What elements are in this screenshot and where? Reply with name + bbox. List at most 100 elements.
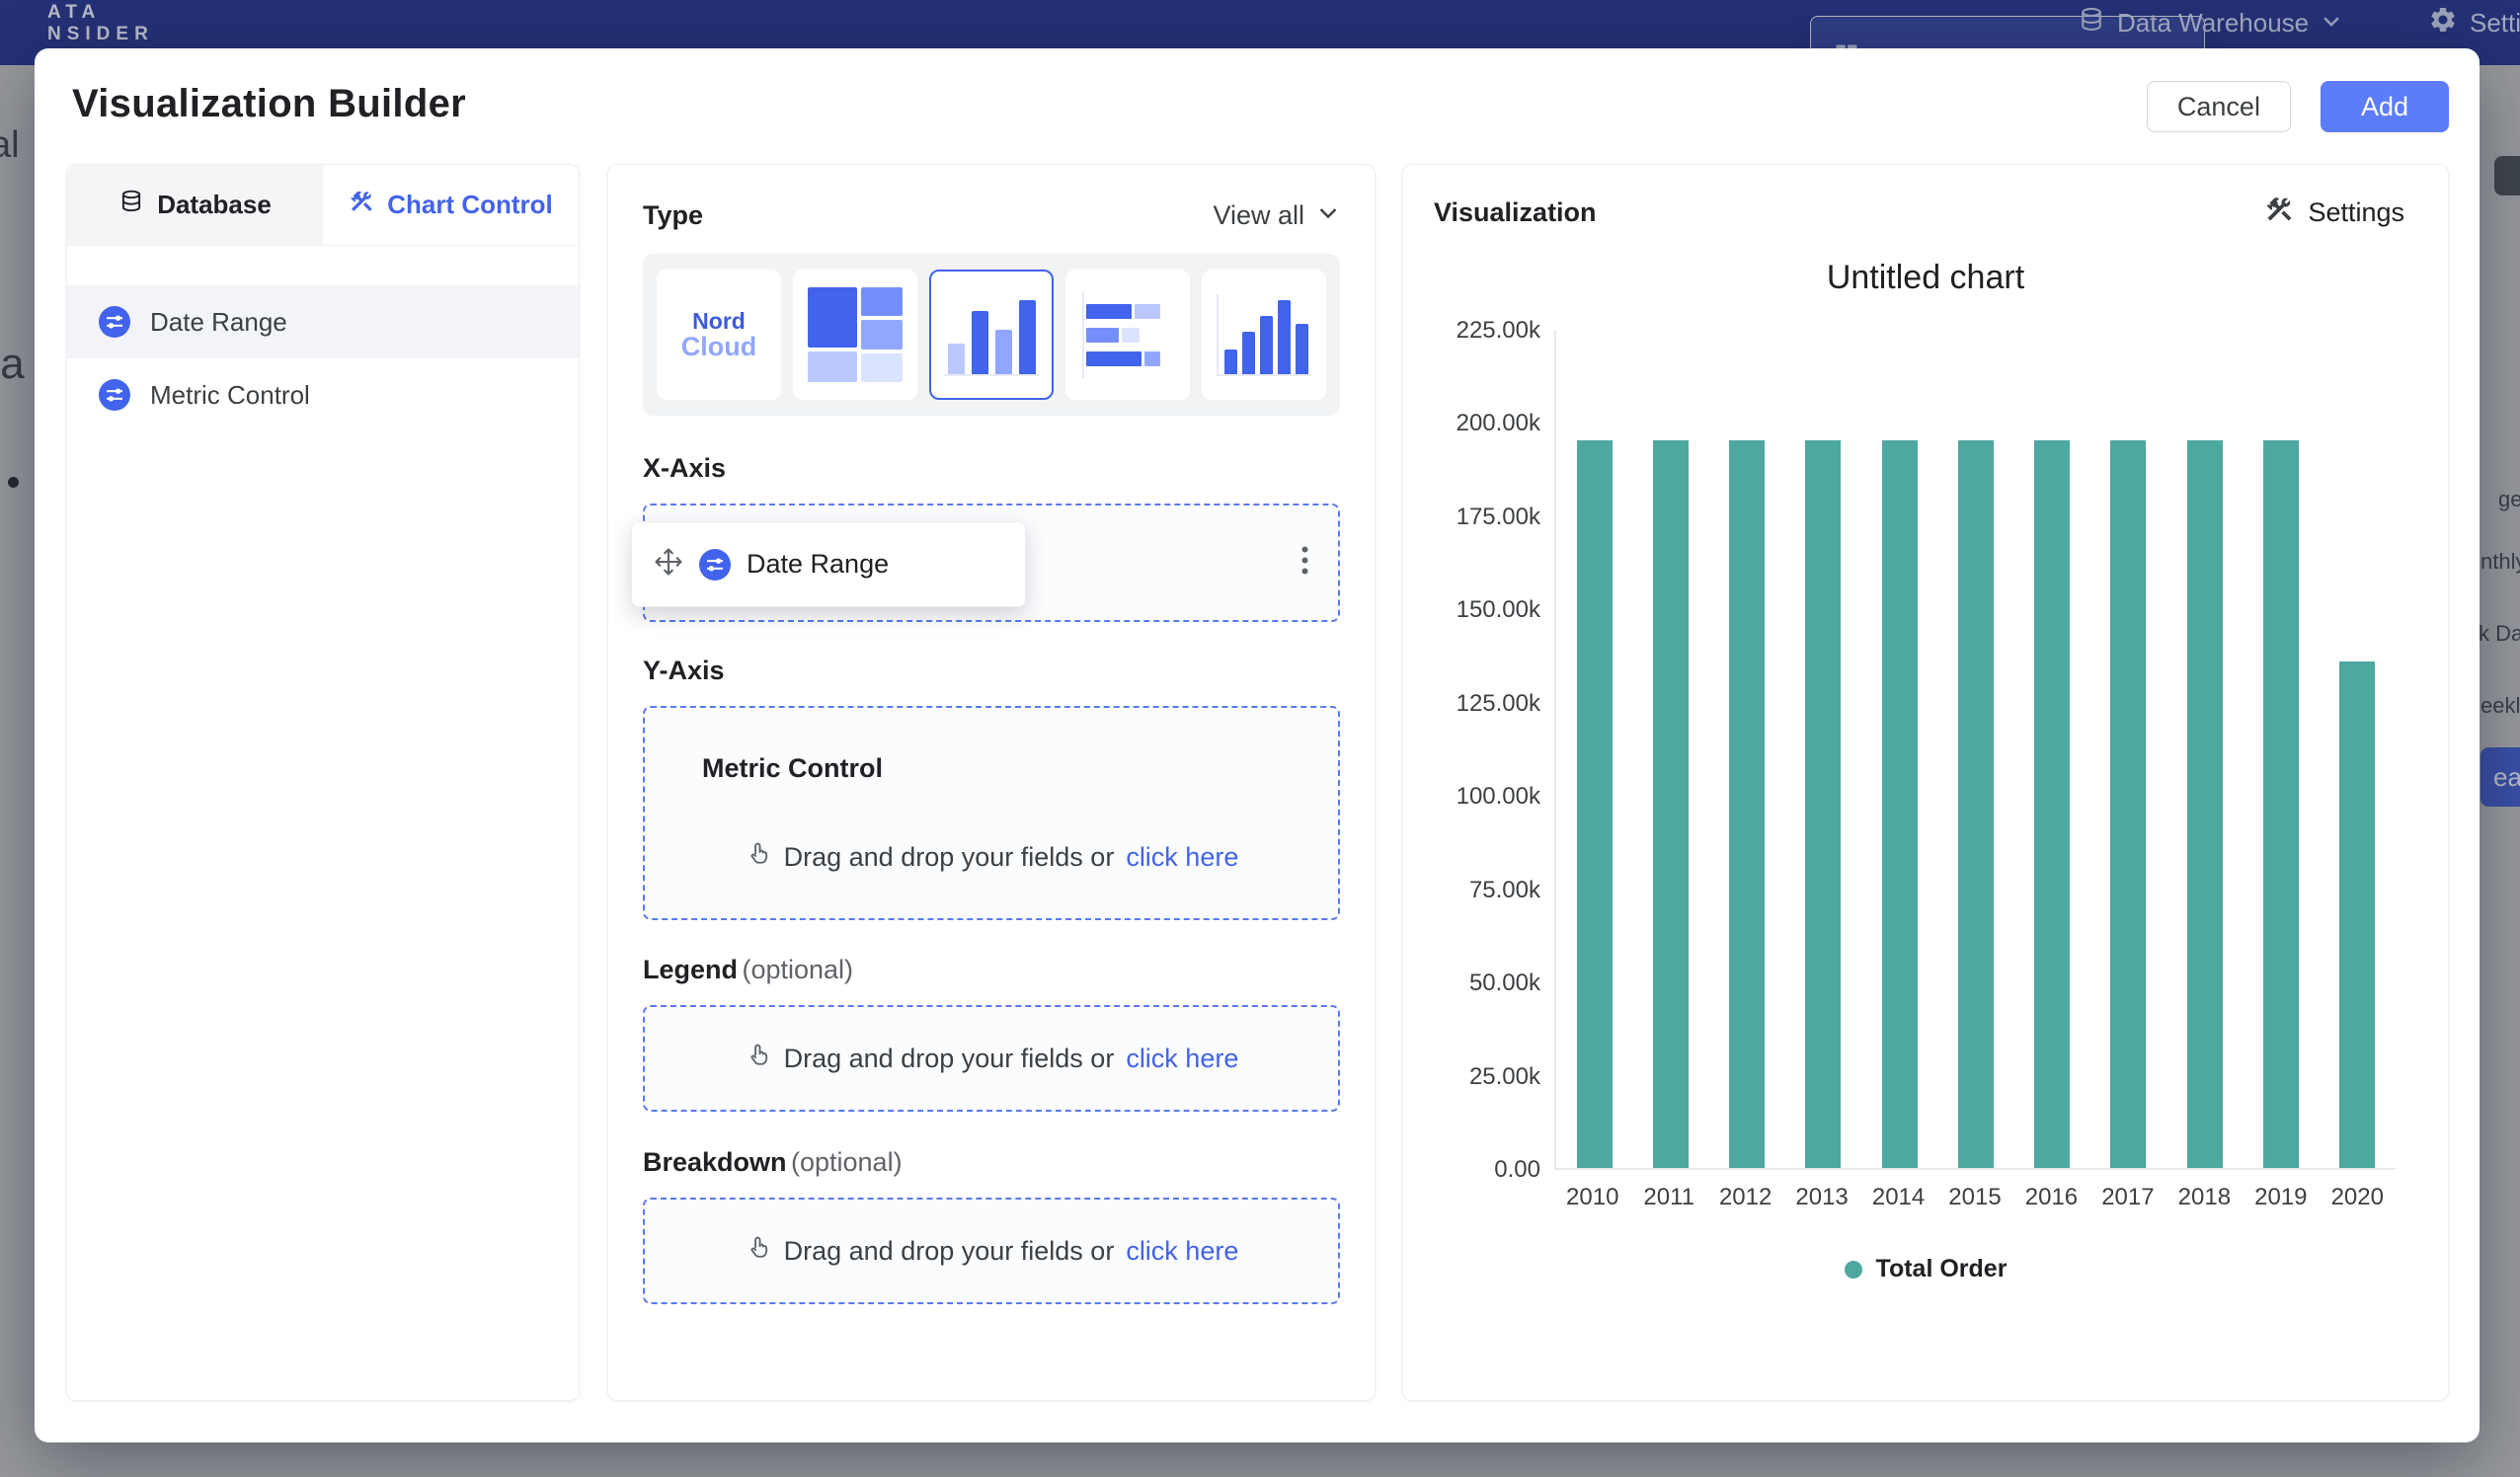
drop-hint-text: Drag and drop your fields or [783, 1235, 1115, 1266]
bar-2013 [1805, 440, 1842, 1168]
gear-icon [2428, 5, 2458, 41]
fields-panel: Database Chart Control Date Range [66, 164, 580, 1401]
bar-2019 [2263, 440, 2300, 1168]
legend-series-label: Total Order [1875, 1255, 2008, 1283]
legend-optional-label: (optional) [742, 955, 854, 984]
bar-2011 [1652, 440, 1689, 1168]
bar-2016 [2034, 440, 2071, 1168]
bar-2015 [1957, 440, 1994, 1168]
x-axis-tick-label: 2020 [2330, 1184, 2384, 1210]
legend-dropzone[interactable]: Drag and drop your fields or click here [643, 1005, 1340, 1112]
drop-hint-text: Drag and drop your fields or [783, 1043, 1115, 1073]
bullet-dot-fragment [8, 477, 19, 488]
breakdown-section-label: Breakdown [643, 1147, 787, 1177]
nav-warehouse-label: Data Warehouse [2117, 7, 2310, 38]
chart-type-picker: Nord Cloud [643, 254, 1340, 416]
x-axis-dropzone[interactable]: Date Range [631, 504, 1340, 622]
fields-panel-tabs: Database Chart Control [67, 165, 579, 246]
y-axis-field-label: Metric Control [702, 753, 884, 783]
tools-icon [2264, 194, 2294, 231]
x-axis-tick-label: 2016 [2024, 1184, 2079, 1210]
field-item-label: Metric Control [150, 379, 310, 410]
bars-container [1554, 331, 2396, 1170]
database-icon [2078, 6, 2105, 40]
builder-panel: Type View all Nord Cloud [607, 164, 1376, 1401]
kebab-menu-icon[interactable] [1296, 539, 1314, 587]
visualization-heading: Visualization [1434, 197, 1597, 227]
type-section-label: Type [643, 199, 704, 230]
nav-settings[interactable]: Setti [2428, 0, 2520, 45]
bar-2012 [1729, 440, 1766, 1168]
save-icon-fragment [2494, 156, 2520, 195]
control-sliders-icon [99, 306, 130, 338]
chart-settings-button[interactable]: Settings [2264, 194, 2404, 231]
tap-hand-icon [745, 840, 772, 875]
clipped-text-fragment: al [0, 124, 20, 166]
tools-icon [349, 189, 374, 221]
chevron-down-icon [2321, 8, 2342, 39]
visualization-panel: Visualization Settings Untitled chart 22… [1402, 164, 2449, 1401]
chip-label: Date Range [747, 549, 890, 579]
breakdown-section-header: Breakdown (optional) [643, 1147, 1340, 1178]
tap-hand-icon [745, 1042, 772, 1076]
breakdown-optional-label: (optional) [791, 1147, 903, 1177]
x-axis-tick-label: 2010 [1566, 1184, 1619, 1210]
y-axis-dropzone[interactable]: Metric Control Drag and drop your fields… [643, 706, 1340, 920]
cancel-button[interactable]: Cancel [2146, 81, 2291, 132]
drop-hint-text: Drag and drop your fields or [783, 842, 1115, 872]
database-icon [118, 189, 144, 221]
y-axis-ticks: 225.00k 200.00k 175.00k 150.00k 125.00k 100.0… [1456, 317, 1540, 1183]
clipped-text-fragment: ta [0, 340, 25, 388]
x-axis-tick-label: 2017 [2101, 1184, 2155, 1210]
chart-title: Untitled chart [1826, 259, 2025, 296]
click-here-link[interactable]: click here [1126, 842, 1239, 872]
chart-type-treemap[interactable] [793, 270, 917, 400]
nav-settings-label: Setti [2470, 7, 2520, 38]
control-sliders-icon [99, 379, 130, 411]
x-axis-tick-label: 2019 [2254, 1184, 2308, 1210]
x-axis-tick-label: 2012 [1718, 1184, 1772, 1210]
bar-2017 [2110, 440, 2147, 1168]
x-axis-tick-label: 2015 [1948, 1184, 2002, 1210]
field-item-metric-control[interactable]: Metric Control [67, 358, 579, 431]
bar-2010 [1576, 440, 1613, 1168]
clipped-text-fragment: eekly [2481, 693, 2520, 718]
x-axis-tick-label: 2018 [2177, 1184, 2232, 1210]
chart-type-histogram[interactable] [1202, 270, 1326, 400]
legend-dot [1844, 1260, 1862, 1279]
control-sliders-icon [699, 548, 731, 581]
click-here-link[interactable]: click here [1126, 1235, 1239, 1266]
chart-type-word-cloud[interactable]: Nord Cloud [657, 270, 781, 400]
bar-2014 [1881, 440, 1918, 1168]
tab-chart-control[interactable]: Chart Control [323, 165, 579, 245]
date-range-chip[interactable]: Date Range [631, 521, 1026, 607]
field-item-label: Date Range [150, 306, 287, 337]
logo-line-2: NSIDER [47, 24, 154, 44]
breakdown-dropzone[interactable]: Drag and drop your fields or click here [643, 1198, 1340, 1304]
year-button-fragment[interactable]: ear [2481, 747, 2520, 807]
tab-database[interactable]: Database [67, 165, 323, 245]
tab-database-label: Database [157, 190, 272, 219]
field-item-date-range[interactable]: Date Range [67, 285, 579, 358]
move-icon [654, 547, 683, 582]
tab-chart-control-label: Chart Control [387, 190, 553, 219]
x-axis-tick-label: 2013 [1795, 1184, 1849, 1210]
chart-type-column-chart[interactable] [929, 270, 1054, 400]
chevron-down-icon [1316, 200, 1340, 231]
histogram-preview [1217, 293, 1311, 376]
view-all-dropdown[interactable]: View all [1213, 200, 1340, 231]
chart-type-bar-chart[interactable] [1065, 270, 1190, 400]
nav-data-warehouse[interactable]: Data Warehouse [2078, 0, 2342, 45]
x-axis-labels: 2010 2011 2012 2013 2014 2015 2016 2017 2018 2019… [1554, 1184, 2396, 1211]
bar-2018 [2186, 440, 2223, 1168]
chart-settings-label: Settings [2308, 197, 2404, 227]
word-cloud-word: Cloud [680, 331, 757, 361]
y-axis-section-label: Y-Axis [643, 656, 725, 685]
add-button[interactable]: Add [2320, 81, 2449, 132]
column-chart-preview [944, 293, 1039, 376]
x-axis-tick-label: 2011 [1643, 1184, 1694, 1210]
x-axis-tick-label: 2014 [1871, 1184, 1926, 1210]
click-here-link[interactable]: click here [1126, 1043, 1239, 1073]
chart-legend: Total Order [1403, 1255, 2448, 1283]
